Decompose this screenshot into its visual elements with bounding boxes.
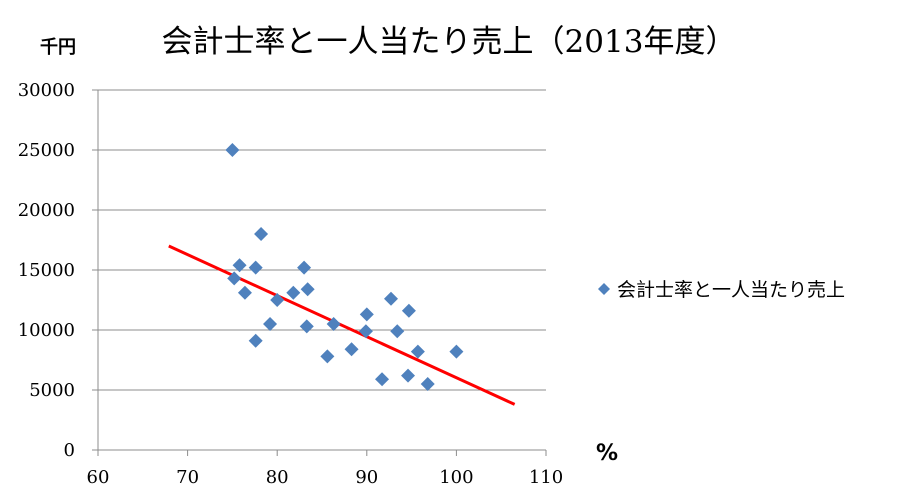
data-point-8 [300, 282, 315, 297]
data-point-7 [286, 285, 301, 300]
chart-title: 会計士率と一人当たり売上（2013年度） [162, 24, 737, 60]
y-tick-label-6: 30000 [18, 80, 75, 101]
data-point-22 [449, 344, 464, 359]
data-point-24 [401, 368, 416, 383]
y-axis-unit-label: 千円 [40, 37, 76, 58]
data-point-25 [420, 377, 435, 391]
data-point-4 [297, 260, 312, 275]
data-point-6 [237, 285, 252, 300]
data-point-13 [248, 333, 263, 348]
x-tick-label-2: 80 [266, 467, 289, 488]
data-point-11 [299, 319, 314, 334]
y-tick-label-2: 10000 [18, 320, 75, 341]
data-point-14 [359, 307, 374, 322]
data-point-3 [248, 260, 263, 275]
x-axis-tick-labels: 60 70 80 90 100 110 [87, 467, 564, 488]
x-tick-label-4: 100 [439, 467, 473, 488]
trendline [168, 244, 516, 406]
data-point-21 [410, 344, 425, 359]
data-point-17 [358, 324, 373, 339]
trendline-layer [168, 244, 516, 406]
data-point-5 [227, 271, 242, 286]
x-tick-label-1: 70 [176, 467, 199, 488]
y-tick-label-1: 5000 [29, 380, 75, 401]
data-point-20 [344, 342, 359, 357]
x-tick-label-0: 60 [87, 467, 110, 488]
data-point-18 [390, 324, 405, 339]
data-point-0 [225, 143, 240, 157]
data-point-12 [326, 317, 341, 331]
x-tick-label-3: 90 [355, 467, 378, 488]
y-axis-tick-labels: 0 5000 10000 15000 20000 25000 30000 [18, 80, 75, 461]
data-point-19 [320, 349, 335, 364]
y-tick-label-3: 15000 [18, 260, 75, 281]
data-point-15 [383, 291, 398, 306]
data-point-1 [254, 227, 269, 241]
data-point-2 [232, 258, 247, 273]
legend: 会計士率と一人当たり売上 [598, 279, 845, 301]
y-tick-label-4: 20000 [18, 200, 75, 221]
y-tick-label-5: 25000 [18, 140, 75, 161]
grid [92, 89, 547, 456]
data-points [225, 143, 464, 391]
data-point-10 [263, 317, 278, 331]
x-axis-unit-label: % [596, 441, 618, 466]
legend-marker-diamond [598, 283, 610, 295]
y-tick-label-0: 0 [64, 440, 75, 461]
data-point-16 [401, 303, 416, 318]
legend-label: 会計士率と一人当たり売上 [617, 279, 845, 301]
x-tick-label-5: 110 [529, 467, 563, 488]
data-point-23 [375, 372, 390, 387]
data-point-9 [270, 293, 285, 307]
